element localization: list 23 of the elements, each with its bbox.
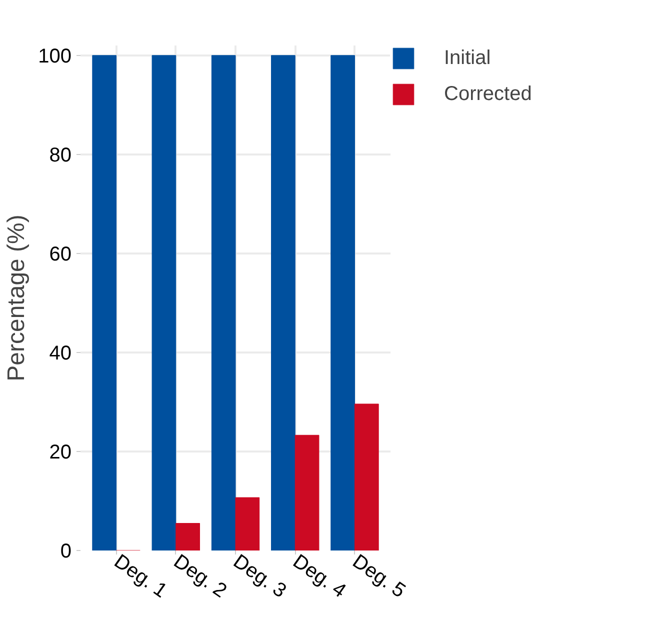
bar [92, 55, 117, 550]
bar [176, 523, 200, 550]
bar [271, 55, 296, 550]
x-tick-label: Deg. 2 [170, 550, 230, 602]
y-axis-title: Percentage (%) [3, 214, 30, 382]
y-tick-label: 80 [49, 144, 72, 166]
legend-label: Corrected [444, 82, 532, 106]
y-tick-label: 60 [49, 243, 72, 266]
bar [211, 55, 236, 550]
bar [152, 55, 176, 550]
y-tick-label: 20 [49, 441, 72, 464]
x-tick-label: Deg. 3 [229, 550, 290, 602]
legend-label: Initial [444, 46, 491, 70]
bar [354, 404, 379, 550]
y-tick-label: 100 [38, 45, 72, 68]
bar [294, 434, 320, 550]
bar [330, 55, 355, 550]
y-tick-label: 0 [60, 540, 72, 562]
x-tick-label: Deg. 1 [110, 550, 171, 602]
y-tick-label: 40 [49, 342, 72, 364]
bar [235, 497, 260, 550]
x-tick-label: Deg. 5 [348, 550, 410, 602]
x-tick-label: Deg. 4 [288, 550, 350, 602]
